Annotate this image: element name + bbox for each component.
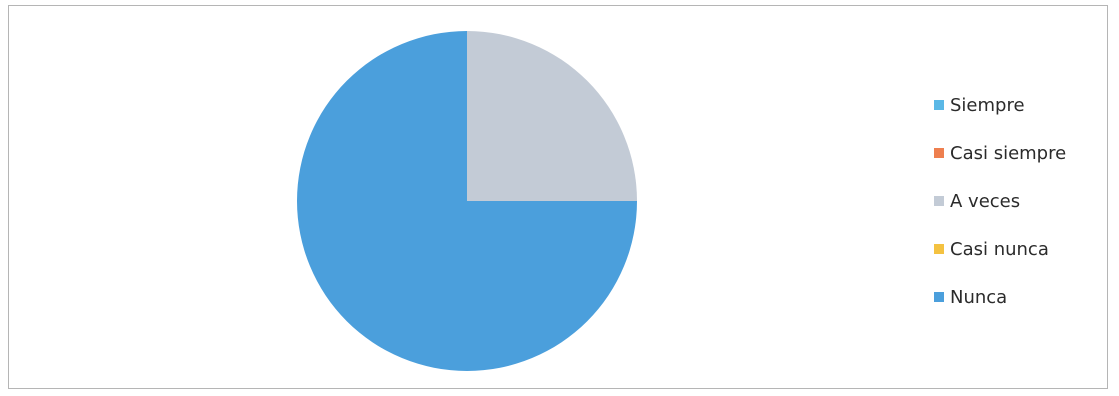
legend-label-nunca: Nunca — [950, 286, 1008, 308]
pie-slice-nunca — [297, 31, 637, 371]
legend-swatch-casi-nunca — [934, 244, 944, 254]
legend-item-nunca: Nunca — [934, 280, 1104, 314]
legend: Siempre Casi siempre A veces Casi nunca … — [934, 88, 1104, 328]
legend-label-a-veces: A veces — [950, 190, 1021, 212]
legend-item-casi-siempre: Casi siempre — [934, 136, 1104, 170]
chart-area: Siempre Casi siempre A veces Casi nunca … — [8, 5, 1108, 389]
legend-swatch-siempre — [934, 100, 944, 110]
pie-chart — [297, 31, 637, 371]
pie-slices — [297, 31, 637, 371]
legend-label-casi-nunca: Casi nunca — [950, 238, 1049, 260]
legend-label-casi-siempre: Casi siempre — [950, 142, 1067, 164]
legend-swatch-casi-siempre — [934, 148, 944, 158]
legend-item-siempre: Siempre — [934, 88, 1104, 122]
legend-item-a-veces: A veces — [934, 184, 1104, 218]
pie-slice-a-veces — [467, 31, 637, 201]
legend-label-siempre: Siempre — [950, 94, 1025, 116]
legend-swatch-nunca — [934, 292, 944, 302]
legend-item-casi-nunca: Casi nunca — [934, 232, 1104, 266]
legend-swatch-a-veces — [934, 196, 944, 206]
